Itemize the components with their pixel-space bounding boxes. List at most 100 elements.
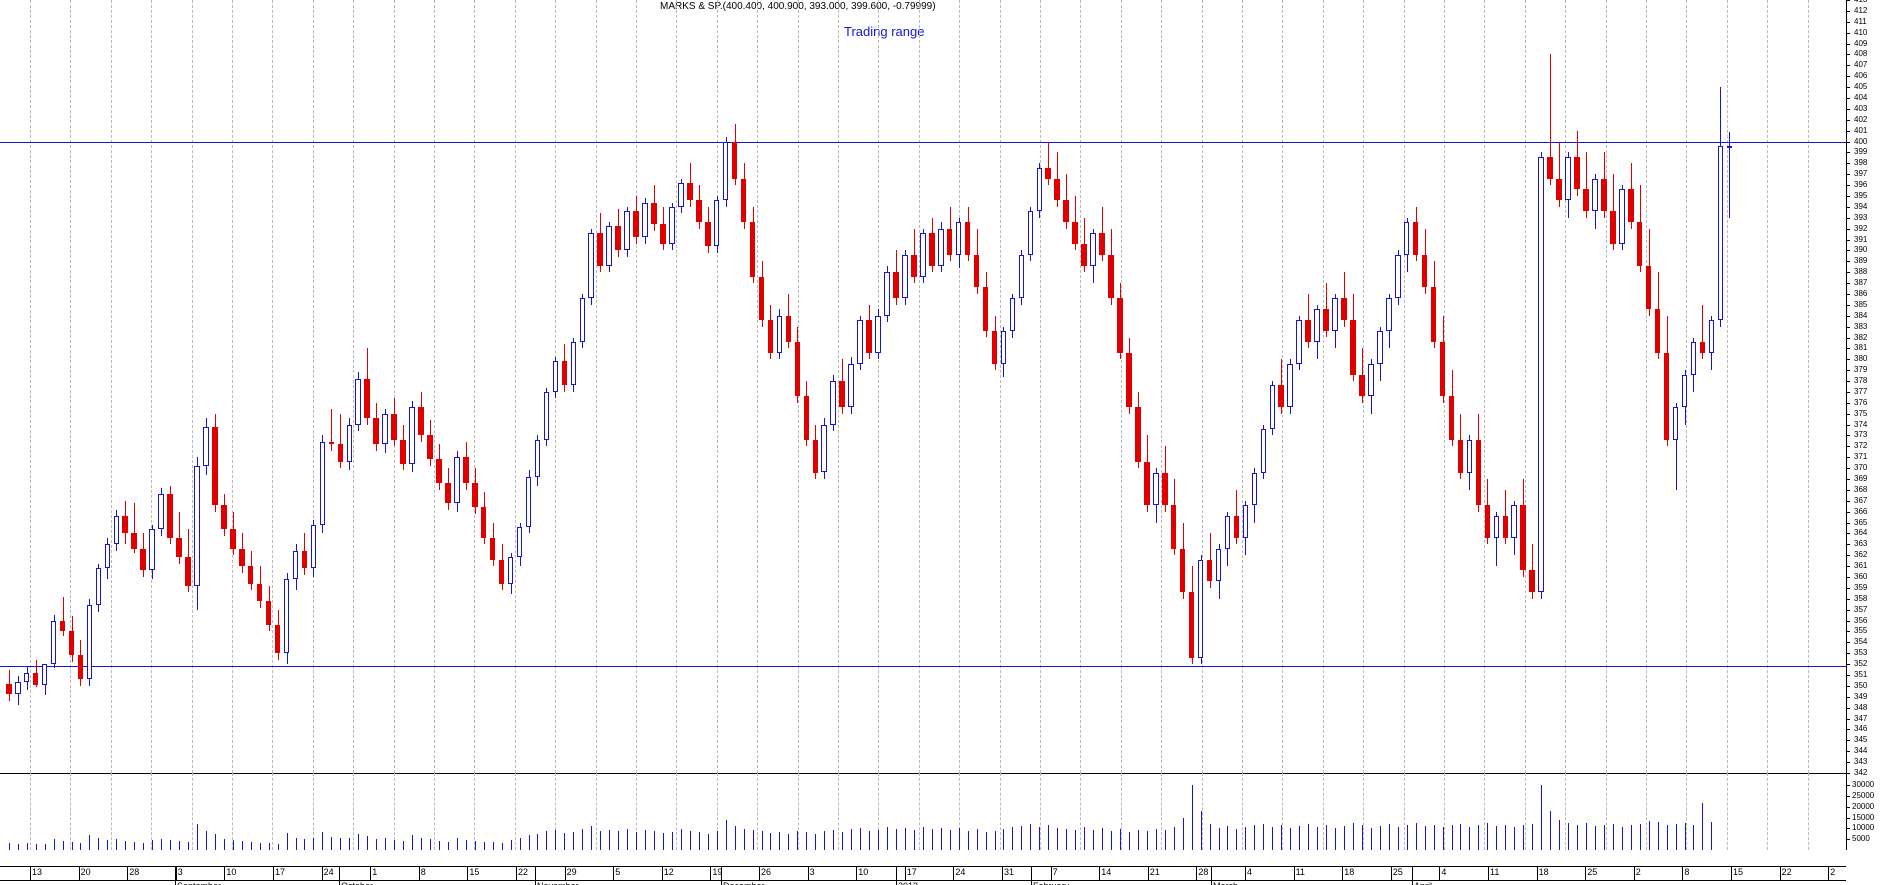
gridline <box>918 773 920 850</box>
candle-body <box>1090 232 1096 266</box>
price-tick <box>1846 751 1850 753</box>
price-chart-pane[interactable] <box>0 0 1846 773</box>
volume-bar <box>1128 831 1130 850</box>
volume-bar <box>161 838 163 850</box>
candle-body <box>812 439 819 473</box>
volume-bar <box>618 831 620 850</box>
volume-bar <box>743 828 745 850</box>
candle-body <box>427 435 433 460</box>
date-axis[interactable]: 13 20 28 3 10 17 24 1 8 15 22 29 5 12 19 26 3 10 17 24 31 7 14… <box>0 850 1883 885</box>
candle-body <box>696 200 702 223</box>
gridline <box>514 0 516 773</box>
volume-bar <box>985 831 987 850</box>
candle-body <box>794 341 801 397</box>
price-tick-label: 401 <box>1854 125 1868 135</box>
candle-body <box>1466 439 1473 473</box>
price-tick-label: 392 <box>1854 223 1868 233</box>
date-tick-label: 24 <box>955 867 966 877</box>
candle-body <box>606 226 612 266</box>
candle-wick <box>1550 54 1552 186</box>
volume-bar <box>268 843 270 850</box>
volume-bar <box>1406 825 1408 850</box>
volume-axis[interactable]: 30000 25000 20000 15000 10000 5000 <box>1846 773 1883 850</box>
candle-body <box>1636 222 1643 266</box>
month-label: April <box>1414 881 1432 885</box>
price-tick <box>1846 631 1850 633</box>
volume-tick <box>1846 796 1850 798</box>
candle-wick <box>1048 141 1050 186</box>
candle-body <box>1386 298 1392 331</box>
candle-body <box>597 232 603 266</box>
gridline <box>676 773 678 850</box>
date-tick-label: 22 <box>518 867 529 877</box>
candle-body <box>95 568 102 606</box>
volume-bar <box>259 842 261 850</box>
price-tick <box>1846 87 1850 89</box>
candle-body <box>1350 320 1356 375</box>
gridline <box>1767 773 1769 850</box>
candle-body <box>687 182 693 201</box>
date-tick <box>1585 866 1587 880</box>
price-axis[interactable]: 4134124114104094084074064054044034024014… <box>1846 0 1883 777</box>
gridline <box>555 773 557 850</box>
candle-body <box>1117 298 1123 353</box>
date-tick <box>30 866 31 880</box>
volume-bar <box>967 831 969 850</box>
price-tick-label: 364 <box>1854 528 1868 538</box>
volume-bar <box>394 839 396 850</box>
candle-body <box>1305 320 1311 342</box>
date-tick <box>418 866 420 880</box>
volume-bar <box>1191 785 1193 850</box>
gridline <box>272 773 274 850</box>
candle-body <box>866 320 872 353</box>
volume-bar <box>1119 829 1121 850</box>
volume-bar <box>895 828 897 850</box>
candle-body <box>1108 254 1114 299</box>
candle-body <box>1206 559 1213 582</box>
volume-bar <box>734 826 736 850</box>
date-tick <box>661 866 663 880</box>
candle-body <box>902 254 908 299</box>
volume-bar <box>1030 824 1032 850</box>
candle-body <box>1439 341 1446 397</box>
candle-body <box>471 483 478 508</box>
candle-body <box>1547 156 1553 179</box>
price-tick <box>1846 696 1850 698</box>
volume-bar <box>1666 825 1668 850</box>
candle-body <box>1269 385 1276 429</box>
volume-chart-pane[interactable] <box>0 773 1846 850</box>
candle-body <box>1645 265 1652 310</box>
price-tick-label: 366 <box>1854 506 1868 516</box>
gridline <box>1322 0 1324 773</box>
candle-body <box>319 442 326 525</box>
price-tick-label: 357 <box>1854 604 1868 614</box>
candle-body <box>839 381 845 408</box>
price-tick <box>1846 718 1850 720</box>
candle-body <box>1036 167 1043 212</box>
price-tick <box>1846 304 1850 306</box>
price-tick-label: 353 <box>1854 648 1868 658</box>
date-tick-label: 1 <box>372 867 378 877</box>
volume-bar <box>1630 825 1632 850</box>
candle-body <box>409 407 415 464</box>
volume-bar <box>555 830 557 850</box>
price-tick <box>1846 370 1850 372</box>
price-tick <box>1846 283 1850 285</box>
gridline <box>878 773 880 850</box>
price-tick <box>1846 391 1850 393</box>
gridline <box>1322 773 1324 850</box>
price-tick <box>1846 174 1850 176</box>
gridline <box>151 0 153 773</box>
volume-bar <box>1245 827 1247 850</box>
volume-bar <box>931 829 933 850</box>
price-tick-label: 376 <box>1854 397 1868 407</box>
volume-bar <box>1254 825 1256 850</box>
price-tick-label: 380 <box>1854 354 1868 364</box>
volume-bar <box>582 829 584 850</box>
volume-bar <box>1290 827 1292 850</box>
candle-body <box>955 222 962 255</box>
price-tick <box>1846 130 1850 132</box>
price-tick-label: 358 <box>1854 593 1868 603</box>
price-tick-label: 411 <box>1854 16 1867 26</box>
volume-bar <box>1576 824 1578 850</box>
